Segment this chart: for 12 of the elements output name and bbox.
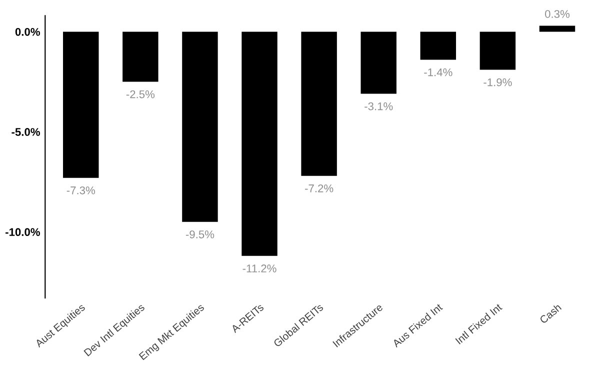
y-tick-label: 0.0%	[15, 28, 40, 36]
data-label: -7.3%	[66, 186, 95, 194]
data-label: -1.9%	[484, 78, 512, 86]
data-label: -9.5%	[186, 230, 214, 238]
data-label: 0.3%	[545, 10, 570, 18]
y-tick-label: -5.0%	[12, 128, 40, 136]
data-label: -11.2%	[242, 264, 276, 272]
data-label: -2.5%	[126, 90, 155, 98]
data-label: -3.1%	[364, 102, 393, 110]
data-label: -1.4%	[424, 68, 452, 76]
y-tick-label: -10.0%	[6, 228, 40, 236]
data-label: -7.2%	[305, 184, 334, 192]
